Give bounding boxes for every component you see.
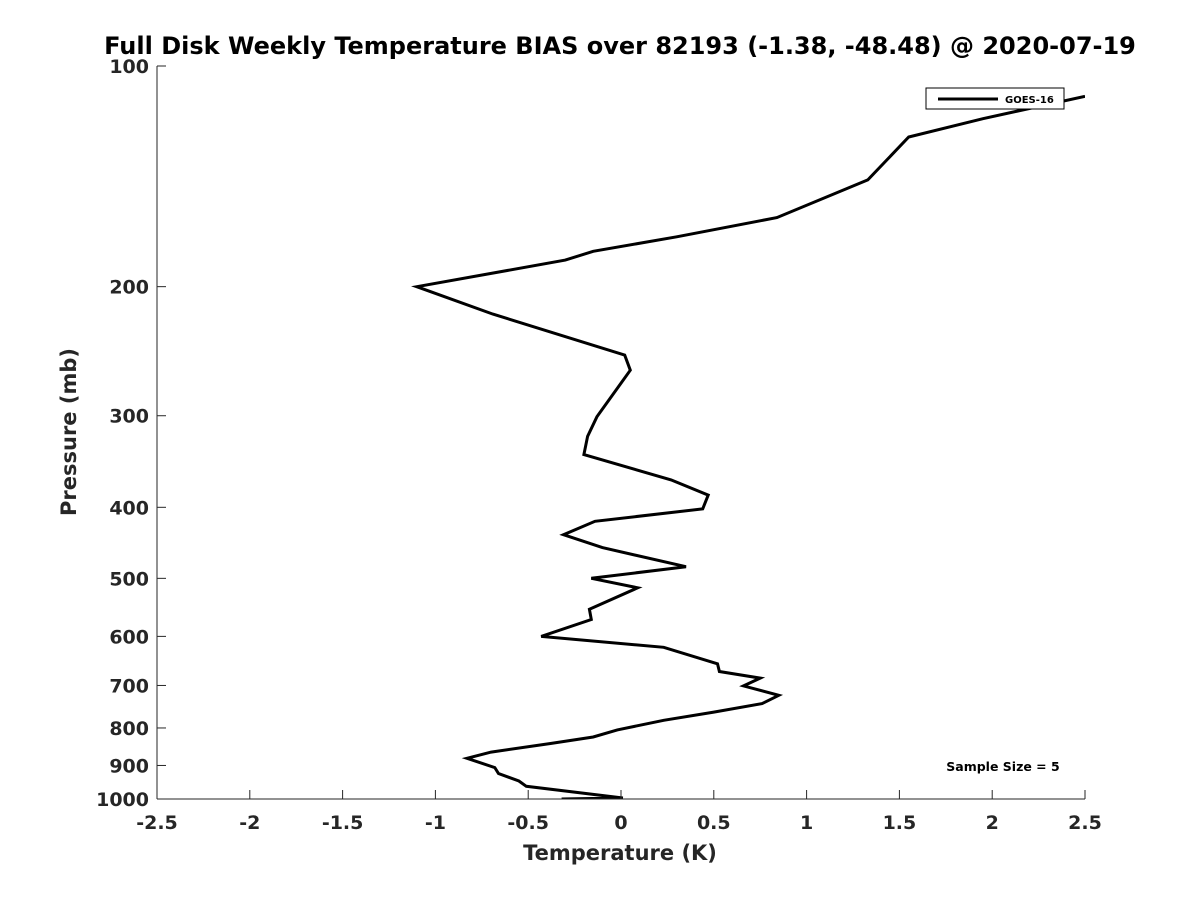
y-tick-label: 1000 bbox=[96, 789, 149, 811]
x-tick-label: 2.5 bbox=[1068, 812, 1102, 834]
y-tick-label: 500 bbox=[109, 568, 149, 590]
y-ticks: 100 200 300 400 500 600 700 800 900 1000 bbox=[96, 56, 166, 811]
y-tick-label: 600 bbox=[109, 626, 149, 648]
y-tick-label: 300 bbox=[109, 406, 149, 428]
chart-title: Full Disk Weekly Temperature BIAS over 8… bbox=[104, 32, 1136, 60]
series-line-goes-16 bbox=[411, 94, 1085, 799]
x-tick-label: 0 bbox=[614, 812, 627, 834]
x-tick-label: 2 bbox=[986, 812, 999, 834]
legend: GOES-16 bbox=[925, 87, 1065, 110]
y-axis-label: Pressure (mb) bbox=[57, 348, 81, 516]
x-ticks: -2.5 -2 -1.5 -1 -0.5 0 0.5 1 1.5 2 2.5 bbox=[136, 790, 1102, 834]
x-tick-label: 1.5 bbox=[883, 812, 917, 834]
x-tick-label: -2.5 bbox=[136, 812, 178, 834]
x-tick-label: -0.5 bbox=[507, 812, 549, 834]
x-axis-label: Temperature (K) bbox=[523, 841, 717, 865]
x-tick-label: 1 bbox=[800, 812, 813, 834]
x-tick-label: -1 bbox=[425, 812, 446, 834]
x-tick-label: -1.5 bbox=[322, 812, 364, 834]
plot-area bbox=[157, 66, 1085, 799]
x-tick-label: -2 bbox=[239, 812, 260, 834]
series-layer bbox=[411, 94, 1085, 799]
y-tick-label: 200 bbox=[109, 277, 149, 299]
y-tick-label: 700 bbox=[109, 675, 149, 697]
x-tick-label: 0.5 bbox=[697, 812, 731, 834]
y-tick-label: 100 bbox=[109, 56, 149, 78]
legend-entry-goes-16: GOES-16 bbox=[1005, 95, 1054, 106]
y-tick-label: 900 bbox=[109, 755, 149, 777]
y-tick-label: 800 bbox=[109, 718, 149, 740]
sample-size-annotation: Sample Size = 5 bbox=[946, 759, 1059, 774]
y-tick-label: 400 bbox=[109, 497, 149, 519]
